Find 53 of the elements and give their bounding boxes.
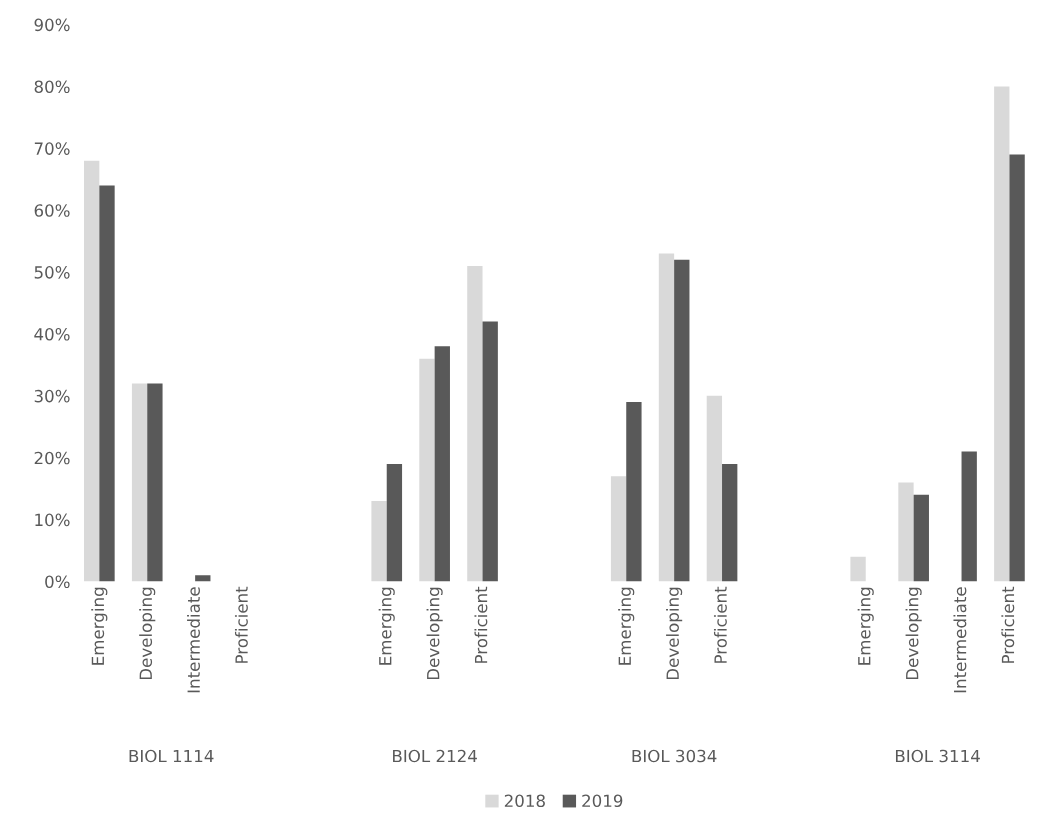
- bar: [371, 501, 387, 582]
- legend-label: 2018: [504, 794, 545, 808]
- x-tick-label: Emerging: [857, 587, 874, 665]
- bar: [674, 259, 690, 582]
- text: BIOL 3034: [632, 749, 717, 763]
- x-tick-label: Developing: [666, 587, 683, 680]
- x-tick-label: Developing: [139, 587, 156, 680]
- y-tick-label: 40%: [34, 327, 70, 341]
- x-tick-label: Emerging: [618, 587, 635, 665]
- x-tick-label: Proficient: [1001, 586, 1015, 663]
- bar: [706, 395, 723, 582]
- y-tick-label: 60%: [34, 204, 70, 217]
- text: BIOL 2124: [393, 749, 477, 763]
- bar: [386, 463, 403, 582]
- bar: [626, 402, 642, 582]
- bar: [434, 346, 450, 582]
- x-tick-label: Emerging: [378, 587, 395, 665]
- x-tick-label: Proficient: [713, 586, 727, 663]
- text: BIOL 1114: [129, 749, 214, 763]
- bar: [898, 482, 914, 582]
- y-tick-label: 10%: [35, 513, 70, 527]
- bar: [994, 86, 1010, 582]
- bar: [84, 160, 100, 582]
- x-tick-label: Developing: [426, 587, 443, 680]
- bar: [99, 185, 115, 582]
- x-tick-label: Emerging: [91, 587, 108, 665]
- bar: [195, 575, 211, 582]
- bar: [147, 383, 163, 582]
- y-tick-label: 20%: [34, 451, 70, 465]
- legend-label: 2019: [582, 794, 623, 808]
- bar: [131, 383, 148, 582]
- x-tick-label: Intermediate: [187, 587, 200, 693]
- bar: [658, 253, 675, 582]
- bar: [482, 321, 498, 582]
- bar: [1009, 154, 1025, 582]
- y-tick-label: 50%: [34, 266, 70, 279]
- text: BIOL 3114: [895, 749, 980, 763]
- bar: [722, 463, 738, 582]
- y-tick-label: 30%: [34, 389, 70, 403]
- bar: [467, 265, 483, 582]
- y-tick-label: 80%: [34, 80, 70, 94]
- bar: [419, 358, 435, 582]
- bar: [961, 451, 977, 582]
- x-tick-label: Intermediate: [953, 587, 967, 693]
- y-tick-label: 0%: [45, 575, 70, 589]
- bar: [610, 476, 627, 582]
- bar: [913, 494, 929, 582]
- x-tick-label: Proficient: [474, 586, 488, 663]
- y-tick-label: 70%: [34, 142, 70, 155]
- y-tick-label: 90%: [34, 18, 70, 32]
- bar: [850, 556, 866, 582]
- x-tick-label: Proficient: [234, 586, 248, 663]
- x-tick-label: Developing: [905, 587, 922, 680]
